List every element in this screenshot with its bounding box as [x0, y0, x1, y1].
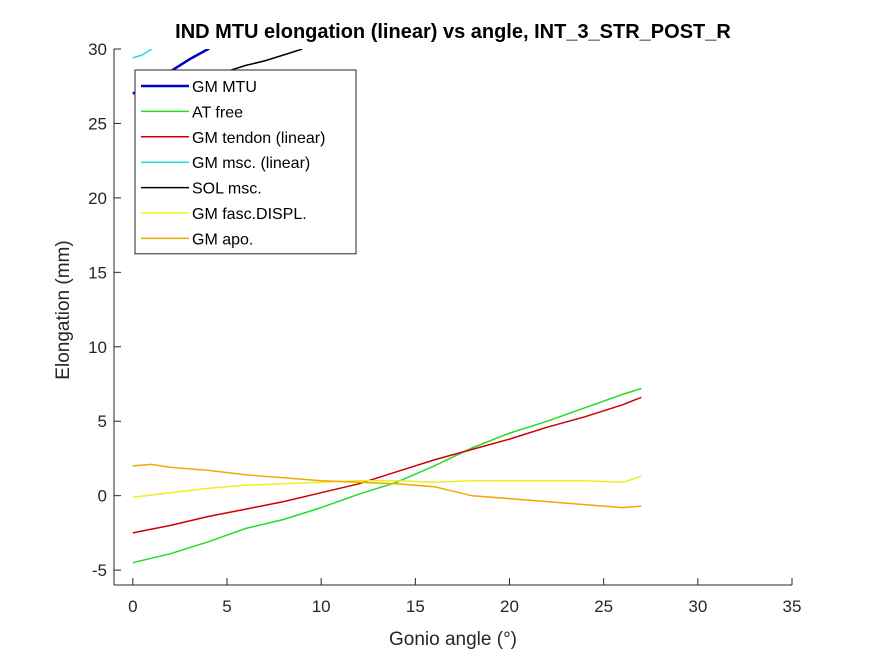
x-tick-label: 20 — [500, 597, 519, 616]
y-tick-label: 20 — [88, 189, 107, 208]
legend-label: GM MTU — [192, 79, 257, 96]
y-tick-label: 25 — [88, 114, 107, 133]
x-tick-label: 10 — [312, 597, 331, 616]
legend: GM MTU AT free GM tendon (linear) GM msc. (… — [134, 69, 357, 255]
series-line-6 — [132, 463, 642, 509]
tick-labels: 0 5 10 15 20 25 30 35 -5 0 5 10 15 20 25 30 — [88, 40, 801, 616]
y-tick-label: 0 — [98, 487, 107, 506]
x-tick-label: 25 — [594, 597, 613, 616]
series-line-3 — [132, 49, 153, 59]
plot-lines — [132, 49, 642, 564]
y-tick-label: 15 — [88, 263, 107, 282]
x-tick-label: 35 — [783, 597, 802, 616]
y-tick-label: 10 — [88, 338, 107, 357]
chart-title: IND MTU elongation (linear) vs angle, IN… — [175, 21, 731, 43]
x-tick-label: 0 — [128, 597, 137, 616]
legend-label: GM fasc.DISPL. — [192, 206, 307, 223]
series-line-2 — [132, 396, 642, 534]
x-tick-label: 30 — [688, 597, 707, 616]
legend-label: AT free — [192, 104, 243, 121]
legend-label: GM apo. — [192, 231, 253, 248]
x-tick-label: 15 — [406, 597, 425, 616]
y-tick-label: -5 — [92, 561, 107, 580]
series-line-1 — [132, 387, 642, 564]
y-axis-label: Elongation (mm) — [53, 240, 74, 379]
y-tick-label: 30 — [88, 40, 107, 59]
x-tick-label: 5 — [222, 597, 231, 616]
series-line-5 — [132, 475, 642, 498]
series-line-4 — [226, 49, 303, 73]
legend-label: SOL msc. — [192, 181, 262, 198]
legend-label: GM msc. (linear) — [192, 155, 310, 172]
legend-label: GM tendon (linear) — [192, 130, 325, 147]
y-tick-label: 5 — [98, 412, 107, 431]
x-axis-label: Gonio angle (°) — [389, 629, 517, 650]
